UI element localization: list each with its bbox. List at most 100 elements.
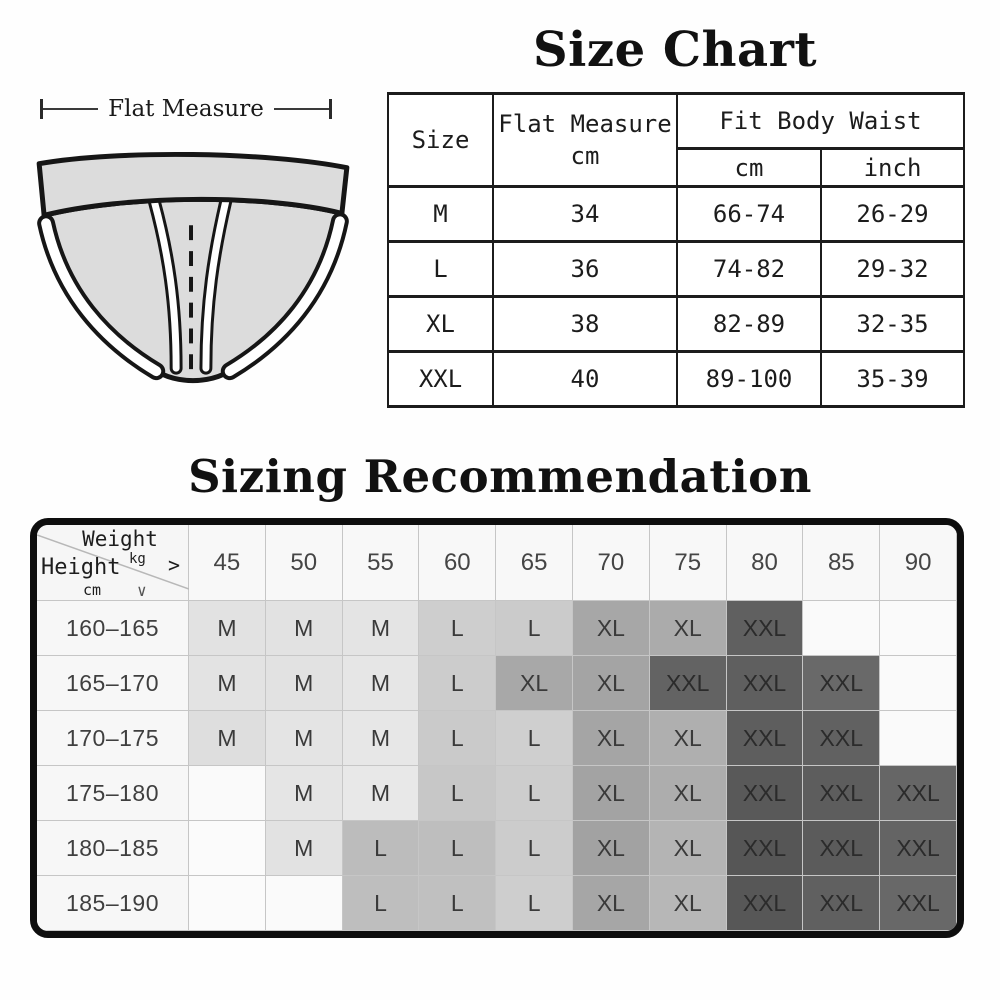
size-table-row: L 36 74-82 29-32 xyxy=(387,240,965,298)
grid-size-cell: XXL xyxy=(880,766,957,821)
grid-size-cell: L xyxy=(419,821,497,876)
grid-size-cell: XL xyxy=(573,656,650,711)
grid-weight-header: 60 xyxy=(419,525,497,601)
waist-inch-subheader: inch xyxy=(820,147,965,188)
grid-size-cell: XXL xyxy=(880,821,957,876)
size-table-cell: 82-89 xyxy=(676,295,822,353)
grid-size-cell: XL xyxy=(649,711,727,766)
size-table-row: XXL 40 89-100 35-39 xyxy=(387,350,965,408)
sizing-recommendation-title: Sizing Recommendation xyxy=(188,450,812,503)
grid-weight-header: 85 xyxy=(803,525,881,601)
grid-size-cell: M xyxy=(189,601,266,656)
grid-size-cell xyxy=(189,821,266,876)
grid-size-cell: L xyxy=(419,876,497,931)
grid-size-cell: XL xyxy=(573,766,650,821)
grid-size-cell: M xyxy=(342,656,420,711)
measure-right-tick xyxy=(329,99,332,119)
grid-size-cell xyxy=(189,766,266,821)
grid-size-cell xyxy=(880,601,957,656)
grid-size-cell: L xyxy=(419,766,497,821)
size-chart-title: Size Chart xyxy=(532,22,818,78)
grid-height-label: 180–185 xyxy=(37,821,189,876)
grid-size-cell: XL xyxy=(649,821,727,876)
grid-size-cell: XXL xyxy=(649,656,727,711)
grid-size-cell: M xyxy=(265,766,343,821)
weight-unit-label: kg xyxy=(129,551,146,567)
height-axis-label: Height xyxy=(41,555,121,580)
grid-size-cell: XXL xyxy=(726,766,804,821)
size-table-cell: 89-100 xyxy=(676,350,822,408)
size-table-cell: 29-32 xyxy=(820,240,965,298)
measure-left-line xyxy=(43,108,99,110)
grid-size-cell: XL xyxy=(649,876,727,931)
grid-size-cell: L xyxy=(496,821,573,876)
right-seam xyxy=(202,197,230,372)
flat-measure-header-line1: Flat Measure xyxy=(498,109,672,138)
grid-size-cell: L xyxy=(342,821,420,876)
size-table-cell: 38 xyxy=(492,295,678,353)
height-unit-label: cm xyxy=(83,581,102,599)
grid-weight-header: 90 xyxy=(880,525,957,601)
size-table-cell: 66-74 xyxy=(676,185,822,243)
grid-size-cell: XXL xyxy=(880,876,957,931)
fit-body-waist-header: Fit Body Waist xyxy=(676,92,965,150)
grid-size-cell: M xyxy=(265,711,343,766)
grid-size-cell xyxy=(265,876,343,931)
weight-arrow-icon: > xyxy=(167,553,180,577)
grid-size-cell: XXL xyxy=(726,711,804,766)
size-table-row: M 34 66-74 26-29 xyxy=(387,185,965,243)
grid-size-cell xyxy=(803,601,881,656)
grid-size-cell xyxy=(880,711,957,766)
grid-size-cell: XL xyxy=(573,876,650,931)
grid-size-cell: XL xyxy=(649,766,727,821)
grid-size-cell: L xyxy=(342,876,420,931)
grid-size-cell: L xyxy=(419,656,497,711)
corner-diagonal-line xyxy=(37,534,189,590)
grid-size-cell: M xyxy=(342,601,420,656)
grid-size-cell: XXL xyxy=(726,876,804,931)
grid-weight-header: 50 xyxy=(265,525,343,601)
sizing-grid: Weight Height kg > cm ∨ 45 50 55 60 65 70 75 80… xyxy=(30,518,964,938)
grid-size-cell xyxy=(880,656,957,711)
grid-size-cell: XXL xyxy=(726,656,804,711)
size-table-cell: 36 xyxy=(492,240,678,298)
grid-weight-header: 55 xyxy=(342,525,420,601)
height-arrow-icon: ∨ xyxy=(137,581,147,600)
size-table-row: XL 38 82-89 32-35 xyxy=(387,295,965,353)
waistband xyxy=(36,151,350,218)
grid-size-cell: XL xyxy=(573,711,650,766)
grid-size-cell: L xyxy=(496,601,573,656)
grid-size-cell: XL xyxy=(573,601,650,656)
size-table-cell: M xyxy=(387,185,494,243)
right-leg-trim xyxy=(224,216,345,377)
size-table-cell: XL xyxy=(387,295,494,353)
grid-size-cell: M xyxy=(189,656,266,711)
flat-measure-column-header: Flat Measure cm xyxy=(492,92,678,188)
measure-left-tick xyxy=(40,99,43,119)
grid-size-cell: L xyxy=(419,711,497,766)
grid-weight-header: 45 xyxy=(189,525,266,601)
flat-measure-header-line2: cm xyxy=(570,142,600,170)
grid-size-cell: XXL xyxy=(726,821,804,876)
waist-cm-subheader: cm xyxy=(676,147,822,188)
grid-size-cell: L xyxy=(496,876,573,931)
grid-height-label: 165–170 xyxy=(37,656,189,711)
size-table-cell: 35-39 xyxy=(820,350,965,408)
grid-size-cell: XXL xyxy=(803,656,881,711)
grid-size-cell xyxy=(189,876,266,931)
flat-measure-label: Flat Measure xyxy=(108,96,264,122)
grid-size-cell: M xyxy=(342,766,420,821)
grid-size-cell: L xyxy=(496,766,573,821)
weight-axis-label: Weight xyxy=(82,527,158,551)
size-table-cell: 40 xyxy=(492,350,678,408)
grid-size-cell: M xyxy=(265,656,343,711)
grid-size-cell: M xyxy=(265,601,343,656)
grid-size-cell: XXL xyxy=(803,876,881,931)
grid-size-cell: XXL xyxy=(803,821,881,876)
left-seam xyxy=(150,197,180,372)
flat-measure-annotation: Flat Measure xyxy=(40,96,332,122)
grid-height-label: 160–165 xyxy=(37,601,189,656)
grid-size-cell: XL xyxy=(496,656,573,711)
left-leg-trim xyxy=(41,218,162,377)
